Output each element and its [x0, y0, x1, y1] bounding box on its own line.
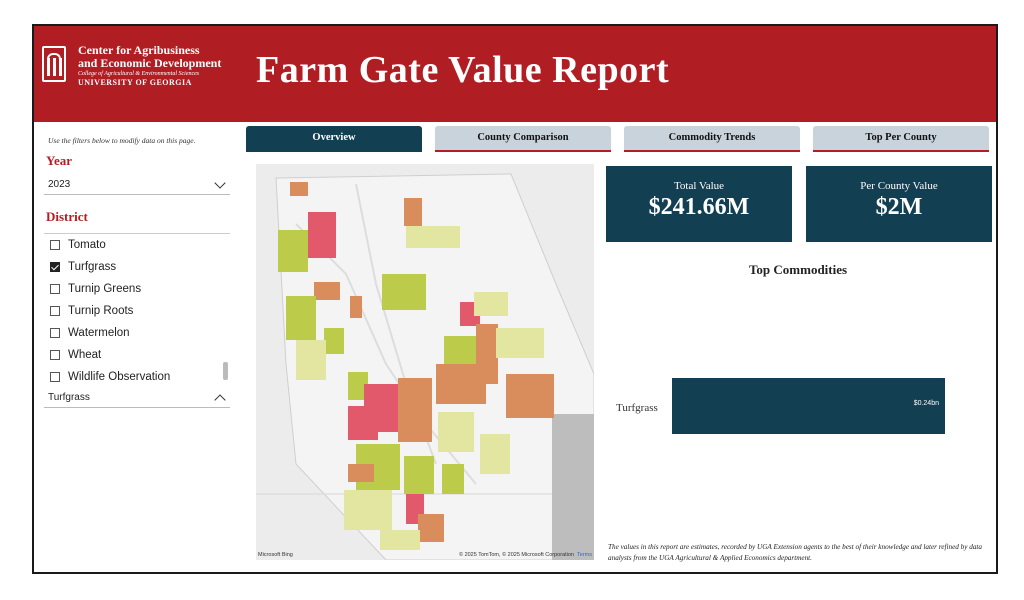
checkbox[interactable]	[50, 350, 60, 360]
bar-category-label: Turfgrass	[616, 402, 658, 414]
list-item[interactable]: Wheat	[44, 344, 230, 366]
commodity-selected-value: Turfgrass	[48, 392, 90, 403]
map-copyright: © 2025 TomTom, © 2025 Microsoft Corporat…	[458, 552, 574, 558]
per-county-label: Per County Value	[860, 180, 938, 192]
total-value-label: Total Value	[673, 180, 725, 192]
list-item-label: Watermelon	[68, 327, 130, 339]
tab-overview[interactable]: Overview	[246, 126, 422, 152]
year-label: Year	[46, 153, 72, 168]
tab-bar: Overview County Comparison Commodity Tre…	[246, 126, 990, 152]
page-title: Farm Gate Value Report	[256, 49, 670, 91]
year-dropdown[interactable]: 2023	[44, 175, 230, 195]
org-line-2: and Economic Development	[78, 55, 222, 70]
commodity-dropdown[interactable]: Turfgrass	[44, 388, 230, 408]
list-item[interactable]: Turnip Roots	[44, 300, 230, 322]
footnote: The values in this report are estimates,…	[608, 543, 983, 562]
org-name: Center for Agribusiness and Economic Dev…	[78, 44, 221, 88]
map-bing-attribution: Microsoft Bing	[258, 552, 293, 558]
list-item[interactable]: Watermelon	[44, 322, 230, 344]
list-item[interactable]: Turfgrass	[44, 256, 230, 278]
chevron-down-icon	[214, 177, 226, 189]
commodity-list[interactable]: Tomato Turfgrass Turnip Greens Turnip Roots…	[44, 233, 230, 384]
org-line-4: UNIVERSITY OF GEORGIA	[78, 78, 192, 88]
filter-panel: Use the filters below to modify data on …	[42, 136, 230, 408]
org-line-1: Center for Agribusiness	[78, 43, 200, 57]
org-line-3: College of Agricultural & Environmental …	[78, 71, 200, 78]
checkbox[interactable]	[50, 306, 60, 316]
list-scrollbar[interactable]	[223, 362, 228, 380]
total-value: $241.66M	[648, 194, 750, 220]
checkbox[interactable]	[50, 328, 60, 338]
map-graphic	[256, 164, 594, 560]
checkbox[interactable]	[50, 372, 60, 382]
list-item-label: Wildlife Observation	[68, 371, 171, 383]
tab-top-per-county[interactable]: Top Per County	[813, 126, 989, 152]
chevron-up-icon	[214, 394, 226, 406]
list-item[interactable]: Wildlife Observation	[44, 366, 230, 384]
list-item-label: Turnip Greens	[68, 283, 142, 295]
per-county-value: $2M	[875, 194, 923, 220]
top-commodities-chart: Turfgrass $0.24bn	[606, 282, 990, 542]
report-frame: Center for Agribusiness and Economic Dev…	[32, 24, 998, 574]
list-item-label: Wheat	[68, 349, 102, 361]
checkbox[interactable]	[50, 240, 60, 250]
district-label: District	[46, 209, 88, 224]
checkbox[interactable]	[50, 284, 60, 294]
total-value-card: Total Value $241.66M	[606, 166, 792, 242]
checkbox-checked[interactable]	[50, 262, 60, 272]
tab-county-comparison[interactable]: County Comparison	[435, 126, 611, 152]
bar-turfgrass[interactable]: $0.24bn	[672, 378, 945, 434]
bar-value-label: $0.24bn	[913, 400, 939, 407]
filter-hint: Use the filters below to modify data on …	[48, 136, 196, 145]
per-county-value-card: Per County Value $2M	[806, 166, 992, 242]
list-item-label: Turfgrass	[68, 261, 117, 273]
tab-commodity-trends[interactable]: Commodity Trends	[624, 126, 800, 152]
county-map[interactable]: Microsoft Bing © 2025 TomTom, © 2025 Mic…	[256, 164, 594, 560]
arch-logo-icon	[42, 46, 66, 82]
chart-title: Top Commodities	[748, 262, 848, 277]
list-item-label: Turnip Roots	[68, 305, 134, 317]
list-item-label: Tomato	[68, 239, 106, 251]
year-value: 2023	[48, 179, 71, 190]
header-banner: Center for Agribusiness and Economic Dev…	[34, 26, 996, 122]
list-item[interactable]: Tomato	[44, 234, 230, 256]
list-item[interactable]: Turnip Greens	[44, 278, 230, 300]
map-terms-link[interactable]: Terms	[577, 552, 592, 558]
